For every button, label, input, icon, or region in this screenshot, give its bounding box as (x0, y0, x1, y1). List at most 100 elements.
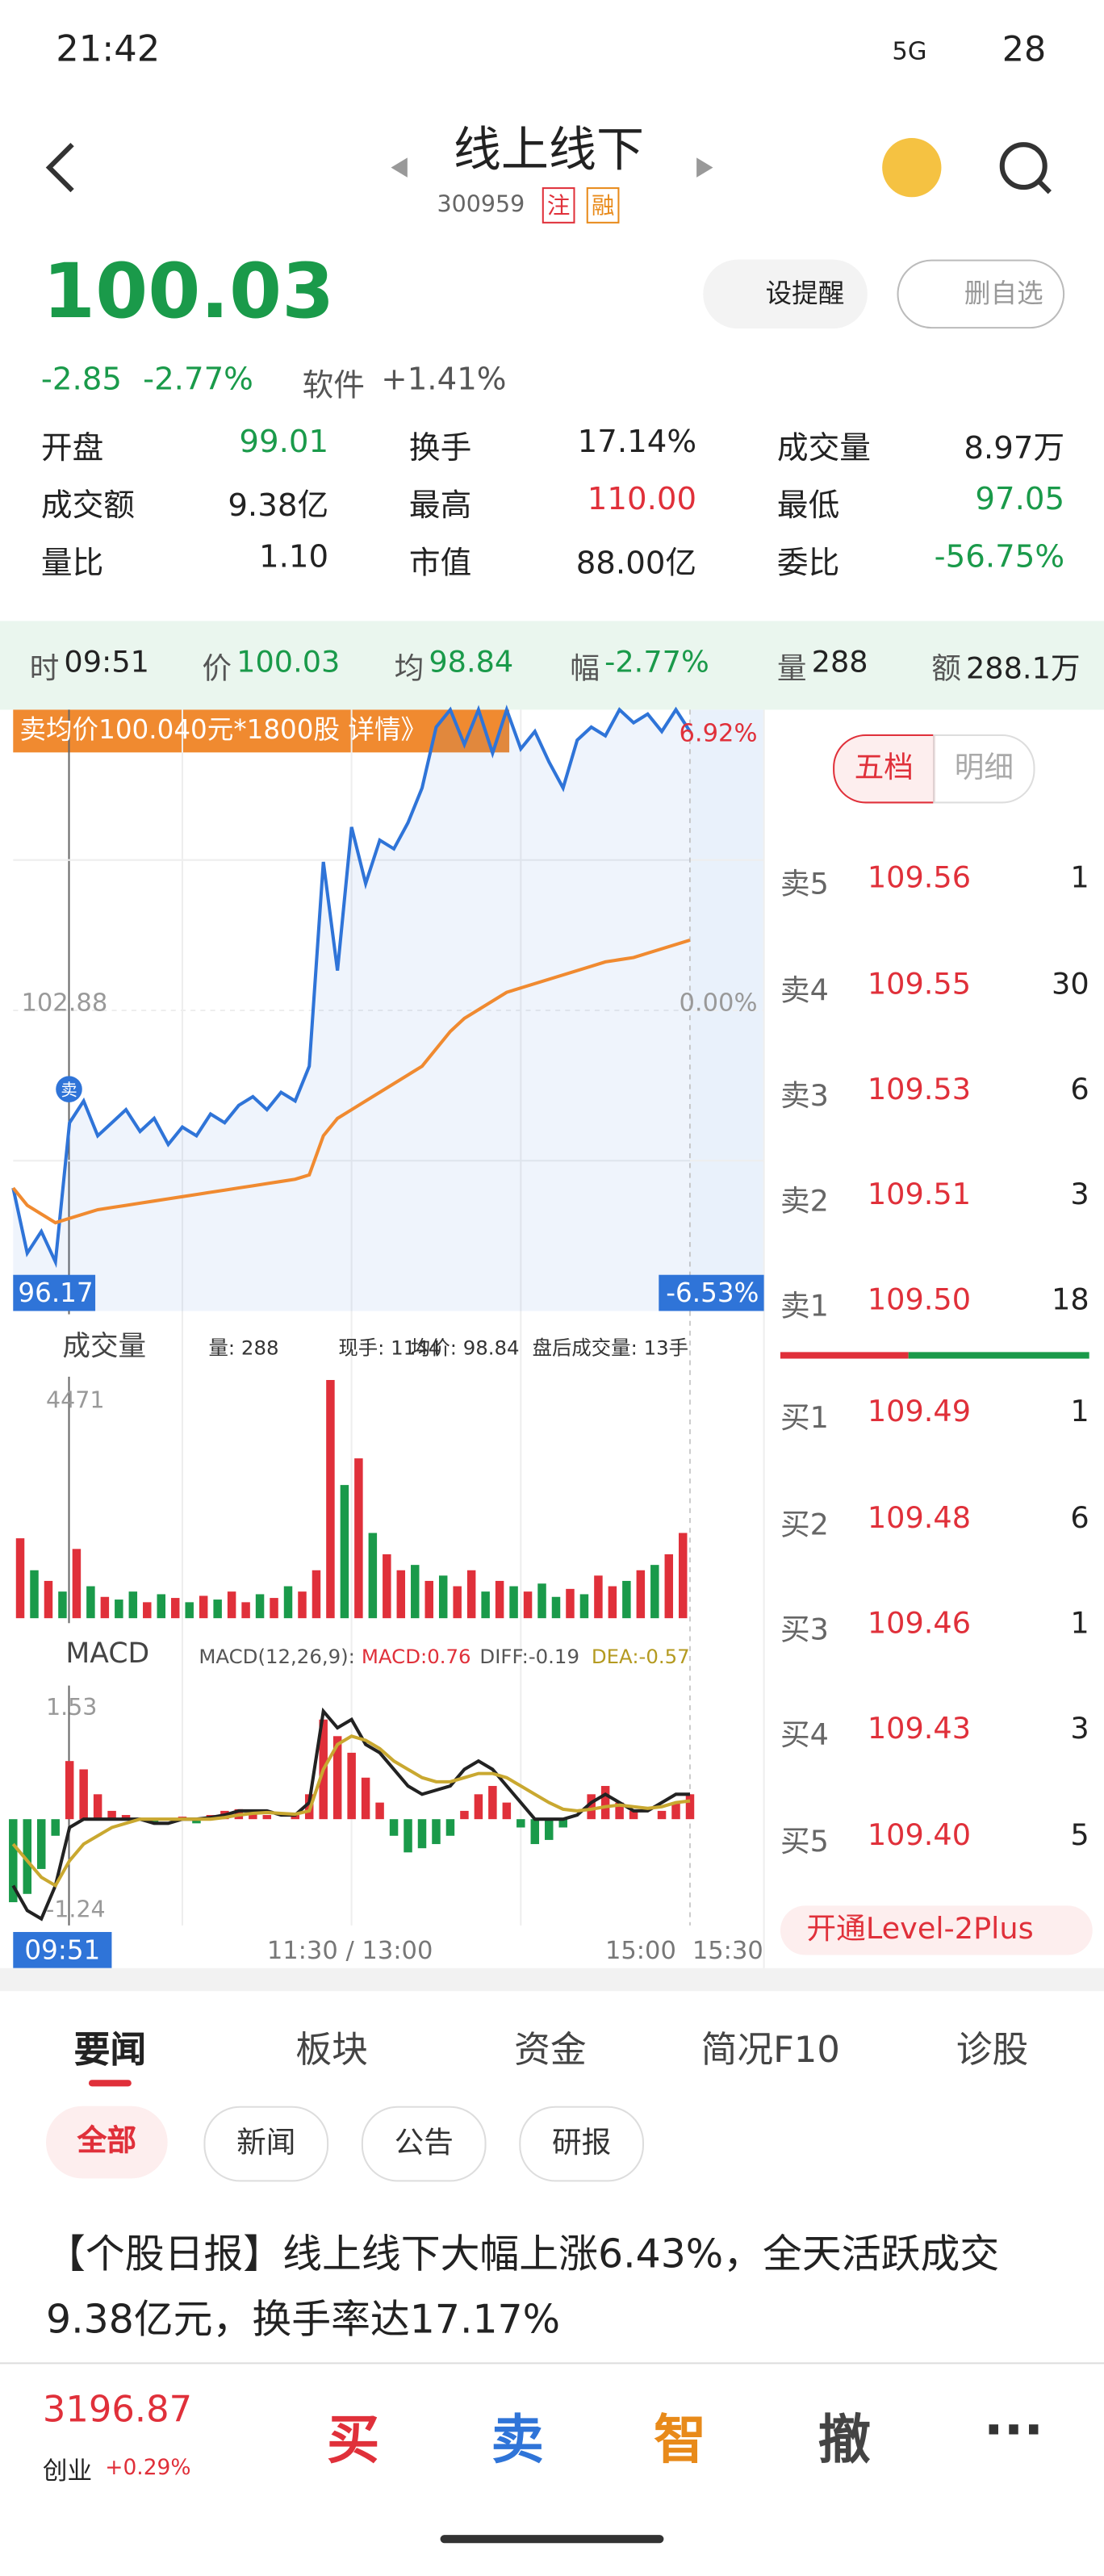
book-price: 109.46 (867, 1606, 972, 1641)
crosshair-label: 时 (29, 652, 60, 687)
volume-bar (30, 1570, 39, 1619)
macd-bar (445, 1819, 455, 1836)
macd-bar (516, 1819, 525, 1828)
home-indicator (440, 2535, 664, 2544)
crosshair-label: 均 (394, 652, 424, 687)
book-qty: 6 (1070, 1501, 1089, 1537)
tab[interactable]: 要闻 (73, 2030, 147, 2072)
search-icon[interactable] (999, 142, 1048, 190)
book-price: 109.56 (867, 860, 972, 896)
volume-bar (115, 1600, 123, 1619)
macd-bar (474, 1794, 483, 1820)
action[interactable]: 卖 (491, 2408, 544, 2471)
prev-icon[interactable] (391, 157, 408, 178)
volume-info: 均价: 98.84 (411, 1336, 520, 1359)
stat-value: -56.75% (934, 538, 1065, 575)
stat-label: 市值 (408, 545, 472, 582)
volume-bar (523, 1591, 533, 1619)
action[interactable]: 智 (654, 2408, 707, 2471)
banner-bg (13, 709, 510, 753)
volume-top: 4471 (46, 1386, 105, 1413)
stat-value: 97.05 (975, 481, 1065, 518)
ratio-bar-green (908, 1352, 1089, 1359)
book-tab[interactable]: 明细 (933, 734, 1035, 804)
next-icon[interactable] (696, 157, 713, 178)
macd-bar (93, 1794, 102, 1820)
action[interactable]: 撤 (818, 2408, 871, 2471)
stat-value: 110.00 (587, 481, 697, 518)
volume-header (0, 1314, 764, 1377)
stat-value: 9.38亿 (228, 487, 329, 525)
price-area (13, 709, 690, 1311)
header-icons (45, 137, 1052, 198)
book-qty: 6 (1070, 1073, 1089, 1108)
book-label: 买5 (780, 1825, 829, 1860)
alert-button[interactable]: 设提醒 (703, 259, 868, 329)
crosshair-label: 价 (202, 652, 232, 687)
macd-bar (291, 1815, 299, 1820)
book-tab[interactable]: 五档 (833, 734, 935, 804)
mascot-icon[interactable] (882, 137, 942, 198)
stat-value: 99.01 (239, 424, 329, 460)
macd-bar (685, 1794, 695, 1820)
stat-value: 17.14% (577, 424, 697, 460)
macd-title: MACD (65, 1637, 149, 1670)
news-headline[interactable]: 【个股日报】线上线下大幅上涨6.43%，全天活跃成交9.38亿元，换手率达17.… (45, 2231, 1000, 2343)
stat-value: 8.97万 (964, 430, 1065, 467)
tab[interactable]: 板块 (295, 2030, 368, 2072)
macd-bar (262, 1815, 272, 1820)
charts: 卖均价100.040元*1800股 详情》 6.92% 102.88 0.00% 96.… (0, 705, 1089, 1968)
x-axis-label: 11:30 / 13:00 (267, 1937, 433, 1965)
macd-bar (615, 1802, 624, 1820)
tab[interactable]: 资金 (514, 2030, 587, 2072)
macd-bar (432, 1819, 441, 1845)
subtab[interactable]: 全部 (45, 2106, 168, 2179)
tag: 注 (542, 187, 575, 224)
subtab[interactable]: 研报 (519, 2106, 644, 2182)
volume-bar (438, 1575, 448, 1619)
remove-button[interactable]: 删自选 (897, 259, 1065, 329)
axis-label-bg (659, 1274, 764, 1311)
volume-bar (608, 1586, 617, 1619)
volume-bar (411, 1565, 420, 1619)
price: 100.03 (42, 246, 335, 336)
change: -2.85 (40, 361, 122, 398)
stat-label: 最低 (776, 487, 840, 525)
crosshair-value: 288.1万 (965, 652, 1081, 687)
axis-label: 0.00% (680, 989, 758, 1017)
book-label: 买4 (780, 1718, 829, 1754)
remove-label: 删自选 (964, 278, 1043, 309)
macd-info: DIFF:-0.19 (479, 1645, 579, 1668)
volume-bar (551, 1596, 561, 1619)
back-icon[interactable] (45, 142, 74, 193)
macd-bar (121, 1815, 131, 1820)
action[interactable]: 买 (327, 2408, 380, 2471)
volume-bar (72, 1549, 82, 1619)
macd-bar (65, 1761, 74, 1820)
book-qty: 1 (1070, 860, 1089, 896)
macd-bar (79, 1769, 88, 1820)
subtab[interactable]: 公告 (361, 2106, 487, 2182)
crosshair-value: 100.03 (236, 646, 341, 680)
upgrade-link[interactable]: 开通Level-2Plus (780, 1905, 1093, 1955)
average-line (11, 939, 691, 1225)
volume-bar (679, 1533, 688, 1619)
crosshair-bar (0, 621, 1104, 710)
action[interactable]: ··· (983, 2398, 1044, 2461)
book-label: 买1 (780, 1401, 829, 1436)
macd-bar (332, 1736, 342, 1820)
status-battery: 28 (1002, 29, 1047, 69)
stat-label: 最高 (408, 487, 472, 525)
macd-bar (460, 1810, 469, 1820)
x-axis-label: 09:51 (24, 1934, 100, 1965)
book-label: 卖2 (780, 1184, 829, 1219)
volume-bar (481, 1591, 490, 1619)
tab[interactable]: 诊股 (956, 2030, 1029, 2072)
subtab[interactable]: 新闻 (203, 2106, 329, 2182)
macd-bar (389, 1819, 399, 1836)
axis-label: 6.92% (680, 719, 758, 747)
macd-bar (149, 1819, 159, 1824)
tab[interactable]: 简况F10 (700, 2030, 840, 2072)
sector: 软件 (302, 367, 365, 404)
